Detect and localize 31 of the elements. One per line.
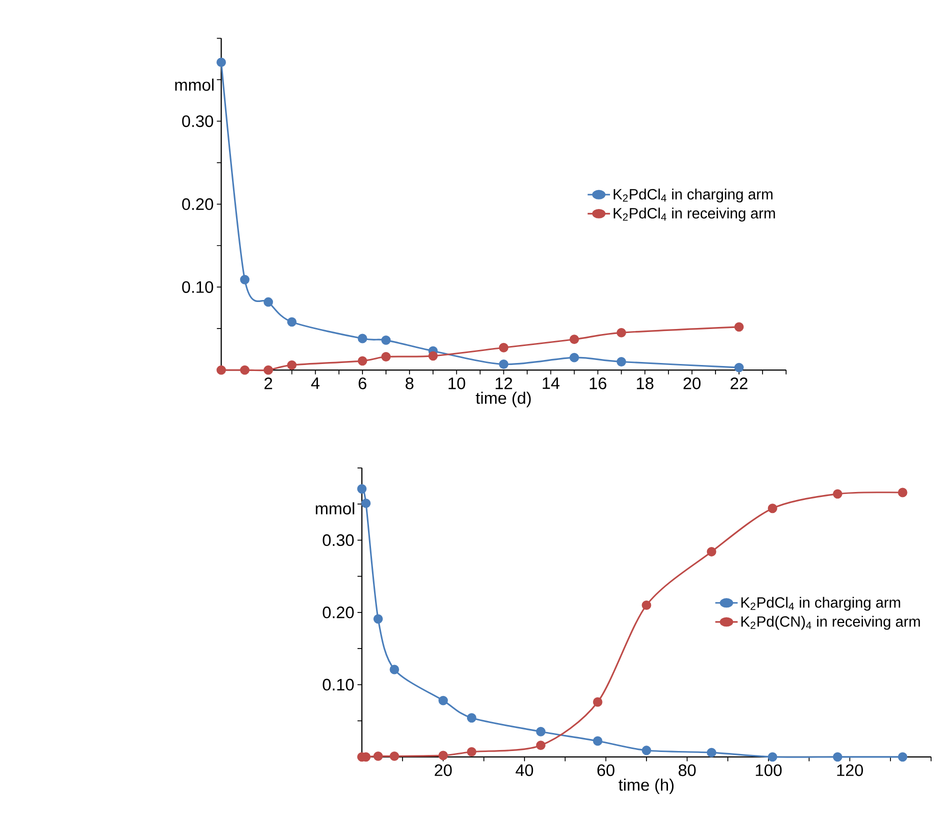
y-tick-label: 0.30 bbox=[182, 115, 214, 127]
x-tick-label: 80 bbox=[678, 764, 696, 776]
x-tick-label: 22 bbox=[730, 377, 748, 389]
legend-label: K$_{2}$PdCl$_{4}$ in charging arm bbox=[614, 188, 772, 202]
y-tick-label: 0.10 bbox=[322, 678, 354, 690]
x-tick-label: 40 bbox=[516, 764, 534, 776]
x-tick-label: 12 bbox=[496, 377, 512, 389]
x-tick-label: 10 bbox=[448, 377, 466, 390]
legend-label: K$_{2}$PdCl$_{4}$ in charging arm bbox=[741, 596, 900, 610]
x-tick-label: 20 bbox=[684, 377, 701, 390]
x-axis-title: time (h) bbox=[618, 778, 674, 794]
y-tick-label: 0.20 bbox=[182, 198, 214, 210]
x-tick-label: 20 bbox=[434, 764, 452, 776]
y-axis-title: mmol bbox=[175, 78, 214, 91]
x-tick-label: 120 bbox=[837, 764, 863, 776]
x-tick-label: 60 bbox=[597, 764, 614, 776]
y-tick-label: 0.10 bbox=[182, 281, 214, 293]
y-tick-label: 0.20 bbox=[322, 606, 354, 618]
legend-label: K$_{2}$Pd(CN)$_{4}$ in receiving arm bbox=[741, 616, 920, 630]
x-tick-label: 6 bbox=[358, 377, 366, 390]
x-tick-label: 100 bbox=[756, 764, 782, 776]
y-tick-label: 0.30 bbox=[322, 534, 354, 546]
x-tick-label: 8 bbox=[406, 377, 414, 390]
x-tick-label: 14 bbox=[542, 377, 560, 389]
y-axis-title: mmol bbox=[316, 502, 354, 514]
x-tick-label: 16 bbox=[590, 377, 606, 390]
legend-label: K$_{2}$PdCl$_{4}$ in receiving arm bbox=[614, 207, 775, 222]
x-tick-label: 4 bbox=[311, 377, 320, 389]
x-tick-label: 2 bbox=[264, 377, 272, 389]
x-tick-label: 18 bbox=[636, 377, 654, 390]
x-axis-title: time (d) bbox=[476, 392, 531, 407]
